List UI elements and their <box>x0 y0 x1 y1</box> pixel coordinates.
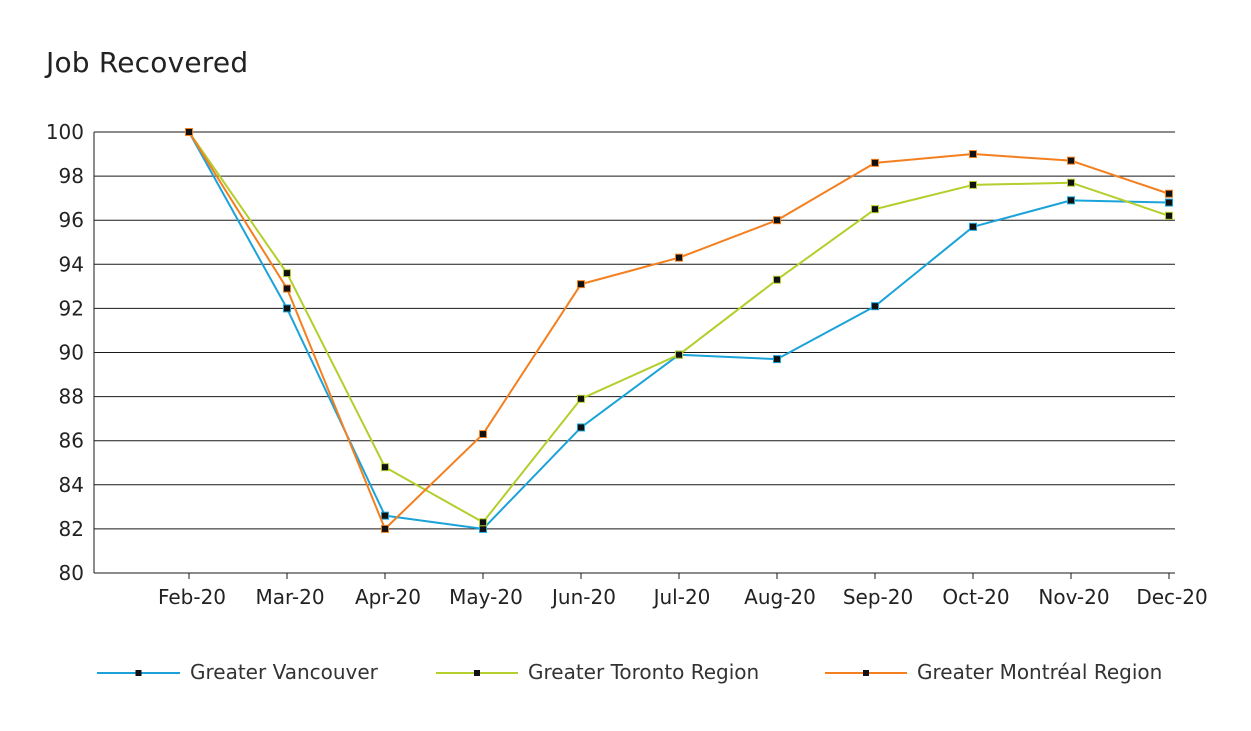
data-point <box>577 423 585 432</box>
y-tick-label: 80 <box>59 561 84 585</box>
data-point <box>675 253 683 262</box>
data-point <box>773 216 781 225</box>
x-tick-label: Apr-20 <box>355 585 421 609</box>
series-line <box>188 131 1170 530</box>
legend-label: Greater Vancouver <box>190 660 379 684</box>
legend-marker <box>474 670 480 676</box>
series-lines <box>185 128 1173 533</box>
data-point <box>381 463 389 472</box>
data-point <box>675 350 683 359</box>
data-point <box>969 150 977 159</box>
y-tick-label: 92 <box>59 296 84 320</box>
data-point <box>1165 189 1173 198</box>
y-tick-label: 88 <box>59 385 84 409</box>
data-point <box>283 269 291 278</box>
y-tick-label: 82 <box>59 517 84 541</box>
x-tick-label: Oct-20 <box>942 585 1009 609</box>
data-point <box>773 355 781 364</box>
data-point <box>969 222 977 231</box>
data-point <box>871 302 879 311</box>
legend-item: Greater Vancouver <box>97 660 379 684</box>
y-tick-label: 84 <box>59 473 84 497</box>
x-tick-label: May-20 <box>449 585 523 609</box>
data-point <box>185 128 193 136</box>
data-point <box>577 394 585 403</box>
x-tick-label: Mar-20 <box>255 585 324 609</box>
data-point <box>871 205 879 214</box>
chart-title: Job Recovered <box>46 46 249 79</box>
data-point <box>479 524 487 533</box>
series-0 <box>185 128 1173 533</box>
x-tick-label: Feb-20 <box>158 585 226 609</box>
axes <box>93 132 1175 579</box>
data-point <box>969 180 977 189</box>
x-tick-labels: Feb-20 Mar-20 Apr-20 May-20 Jun-20 Jul-20 Aug-… <box>158 585 1208 609</box>
data-point <box>577 280 585 289</box>
x-tick-label: Sep-20 <box>843 585 913 609</box>
y-tick-labels: 80 82 84 86 88 90 92 94 96 98 100 <box>46 120 84 585</box>
legend-item: Greater Montréal Region <box>825 660 1162 684</box>
series-2 <box>185 128 1173 533</box>
data-point <box>871 158 879 167</box>
legend-label: Greater Montréal Region <box>917 660 1162 684</box>
y-tick-label: 86 <box>59 429 84 453</box>
data-point <box>773 275 781 284</box>
y-tick-label: 96 <box>59 208 84 232</box>
data-point <box>283 284 291 293</box>
series-1 <box>185 128 1173 527</box>
x-tick-label: Jun-20 <box>550 585 616 609</box>
legend-item: Greater Toronto Region <box>436 660 759 684</box>
y-tick-label: 100 <box>46 120 84 144</box>
data-point <box>381 511 389 520</box>
x-tick-label: Aug-20 <box>744 585 816 609</box>
legend-marker <box>135 670 142 676</box>
data-point <box>1067 156 1075 165</box>
data-point <box>1165 211 1173 220</box>
data-point <box>283 304 291 313</box>
data-point <box>1067 178 1075 187</box>
y-tick-label: 94 <box>59 252 84 276</box>
series-line <box>188 131 1170 524</box>
data-point <box>381 524 389 533</box>
legend-marker <box>863 670 869 676</box>
data-point <box>1067 196 1075 205</box>
y-tick-label: 98 <box>59 164 84 188</box>
data-point <box>479 430 487 439</box>
series-line <box>188 131 1170 530</box>
data-point <box>1165 198 1173 207</box>
x-tick-label: Dec-20 <box>1136 585 1207 609</box>
legend: Greater Vancouver Greater Toronto Region G… <box>97 660 1162 684</box>
data-point <box>479 518 487 527</box>
legend-label: Greater Toronto Region <box>528 660 759 684</box>
x-tick-label: Nov-20 <box>1038 585 1109 609</box>
x-tick-label: Jul-20 <box>652 585 711 609</box>
y-tick-label: 90 <box>59 341 84 365</box>
gridlines <box>94 131 1175 530</box>
